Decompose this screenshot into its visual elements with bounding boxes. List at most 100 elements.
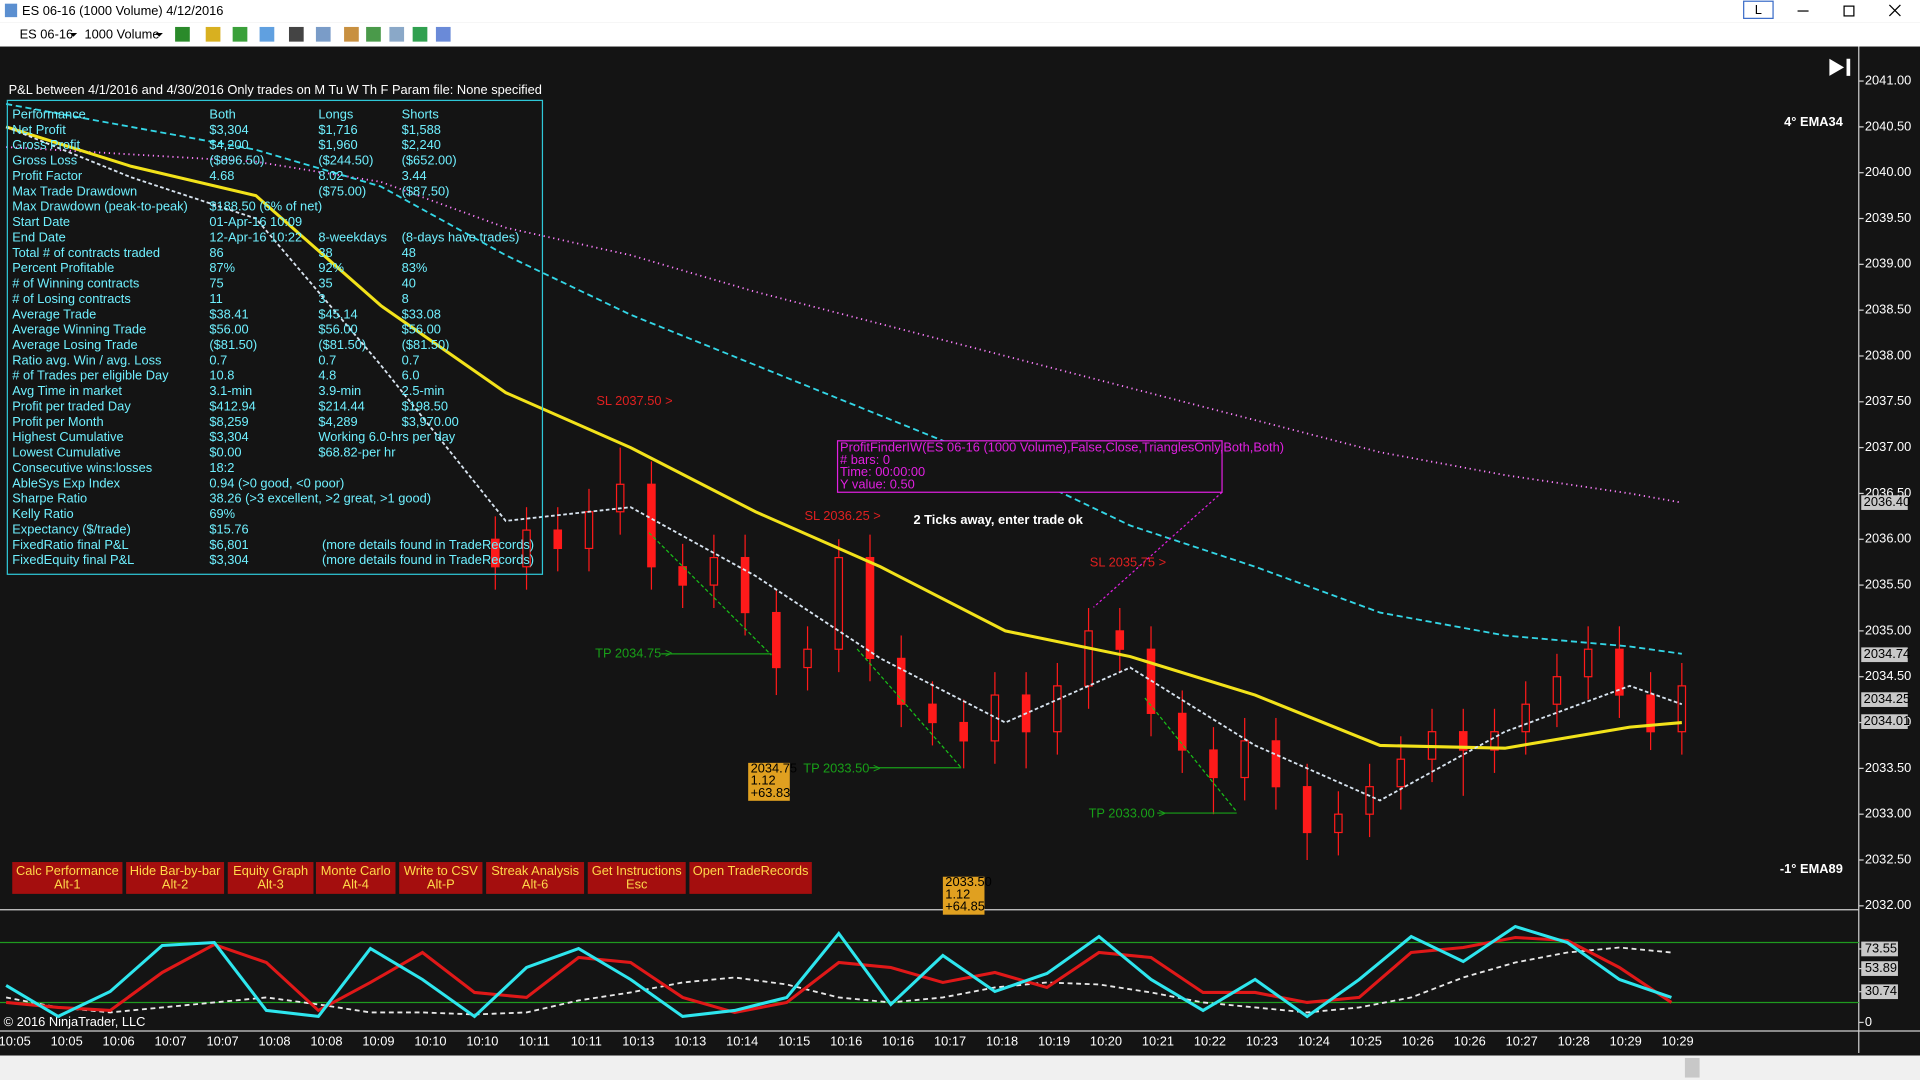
y-tick-label: 2039.50: [1865, 210, 1911, 225]
candle-body: [1521, 703, 1530, 733]
performance-cell: $1,716: [318, 122, 357, 137]
price-marker: [1861, 692, 1908, 707]
y-tick-label: 2033.50: [1865, 760, 1911, 775]
x-tick-label: 10:16: [882, 1033, 914, 1048]
candle-body: [772, 611, 781, 669]
layout-button-label[interactable]: L: [1755, 2, 1762, 17]
strategy-icon[interactable]: [259, 26, 275, 42]
window-icon[interactable]: [435, 26, 451, 42]
drawing-tool-icon[interactable]: [205, 26, 221, 42]
trade-path: [856, 648, 962, 769]
order-label: TP 2034.75 >: [595, 645, 672, 660]
performance-cell: Gross Loss: [12, 153, 77, 168]
performance-cell: 40: [402, 276, 416, 291]
performance-cell: $3,304: [209, 429, 248, 444]
performance-cell: 35: [318, 276, 332, 291]
price-plot: 2041.00 2040.50 2040.00 2039.50 2039.00 2038.…: [5, 72, 1911, 912]
candle-body: [491, 538, 500, 568]
candle-body: [740, 556, 750, 614]
x-tick-label: 10:13: [622, 1033, 654, 1048]
restore-button[interactable]: [1843, 5, 1855, 17]
performance-cell: $412.94: [209, 398, 255, 413]
performance-cell: $38.41: [209, 306, 248, 321]
button-label[interactable]: Equity Graph: [233, 863, 308, 878]
candle-body: [1240, 740, 1249, 779]
performance-cell: ($652.00): [402, 153, 457, 168]
strategy-button[interactable]: [227, 862, 314, 894]
button-label[interactable]: Monte Carlo: [321, 863, 391, 878]
performance-cell: # of Trades per eligible Day: [12, 368, 169, 383]
x-tick-label: 10:29: [1662, 1033, 1694, 1048]
indicator-icon[interactable]: [232, 26, 248, 42]
order-label: SL 2035.75 >: [1090, 555, 1166, 570]
strategy-button[interactable]: [587, 862, 686, 894]
candle-body: [678, 566, 687, 586]
dollar-icon[interactable]: [412, 26, 428, 42]
instrument-selector[interactable]: ES 06-16: [20, 26, 74, 41]
candle-body: [1458, 731, 1468, 751]
value-marker: [1861, 984, 1898, 1000]
button-shortcut[interactable]: Esc: [626, 877, 648, 892]
interval-selector[interactable]: 1000 Volume: [84, 26, 159, 41]
candle-body: [1615, 648, 1624, 696]
snapshot-icon[interactable]: [389, 26, 405, 42]
layout-button[interactable]: [1743, 0, 1774, 19]
x-tick-label: 10:11: [519, 1033, 550, 1048]
zoom-icon[interactable]: [315, 26, 331, 42]
x-tick-label: 10:10: [466, 1033, 498, 1048]
performance-cell: 3.1-min: [209, 383, 252, 398]
button-shortcut[interactable]: Alt-6: [522, 877, 548, 892]
y-tick-label: 2038.50: [1865, 302, 1911, 317]
y-tick-label: 2041.00: [1865, 72, 1911, 87]
y-tick-label: 2035.00: [1865, 622, 1911, 637]
x-tick-label: 10:17: [934, 1033, 966, 1048]
performance-cell: ($81.50): [402, 337, 450, 352]
button-label[interactable]: Streak Analysis: [491, 863, 579, 878]
strategy-button[interactable]: [315, 862, 396, 894]
performance-cell: Average Trade: [12, 306, 96, 321]
button-shortcut[interactable]: Alt-1: [54, 877, 80, 892]
properties-icon[interactable]: [344, 26, 359, 42]
scrollbar[interactable]: [0, 1055, 1920, 1080]
button-label[interactable]: Hide Bar-by-bar: [130, 863, 221, 878]
chart-trader-icon[interactable]: [366, 26, 381, 42]
button-shortcut[interactable]: Alt-3: [257, 877, 283, 892]
close-button[interactable]: [1888, 4, 1901, 17]
button-label[interactable]: Write to CSV: [404, 863, 478, 878]
performance-cell: 48: [402, 245, 416, 260]
button-label[interactable]: Open TradeRecords: [693, 863, 809, 878]
performance-cell: 3.44: [402, 168, 427, 183]
y-tick-label: 2037.50: [1865, 393, 1911, 408]
ema-bottom-label: -1° EMA89: [1780, 861, 1843, 876]
dropdown-arrow: [155, 33, 163, 37]
y-tick-label: 2038.00: [1865, 347, 1911, 362]
button-label[interactable]: Get Instructions: [592, 863, 682, 878]
button-shortcut[interactable]: Alt-4: [343, 877, 369, 892]
x-tick-label: 10:27: [1506, 1033, 1538, 1048]
scrollbar-thumb[interactable]: [1684, 1057, 1700, 1078]
performance-cell: 4.68: [209, 168, 234, 183]
performance-cell: ($81.50): [318, 337, 366, 352]
performance-cell: Lowest Cumulative: [12, 445, 121, 460]
button-shortcut[interactable]: Alt-P: [427, 877, 455, 892]
button-shortcut[interactable]: Alt-2: [162, 877, 188, 892]
strategy-button[interactable]: [126, 862, 225, 894]
strategy-button[interactable]: [486, 862, 585, 894]
info-line: Time: 00:00:00: [840, 464, 925, 479]
toolbar: [0, 22, 1920, 47]
button-label[interactable]: Calc Performance: [16, 863, 119, 878]
scroll-to-end-icon[interactable]: [1829, 58, 1851, 76]
performance-cell: Expectancy ($/trade): [12, 521, 131, 536]
crosshair-icon[interactable]: [288, 26, 304, 42]
x-tick-label: 10:24: [1298, 1033, 1330, 1048]
x-tick-label: 10:26: [1454, 1033, 1486, 1048]
order-label: SL 2037.50 >: [596, 393, 672, 408]
bar-type-icon[interactable]: [175, 26, 190, 42]
x-tick-label: 10:05: [0, 1033, 31, 1048]
performance-cell: ($75.00): [318, 183, 366, 198]
strategy-button[interactable]: [689, 862, 812, 894]
strategy-button[interactable]: [12, 862, 123, 894]
performance-cell: ($81.50): [209, 337, 257, 352]
x-tick-label: 10:22: [1194, 1033, 1226, 1048]
strategy-button[interactable]: [399, 862, 483, 894]
